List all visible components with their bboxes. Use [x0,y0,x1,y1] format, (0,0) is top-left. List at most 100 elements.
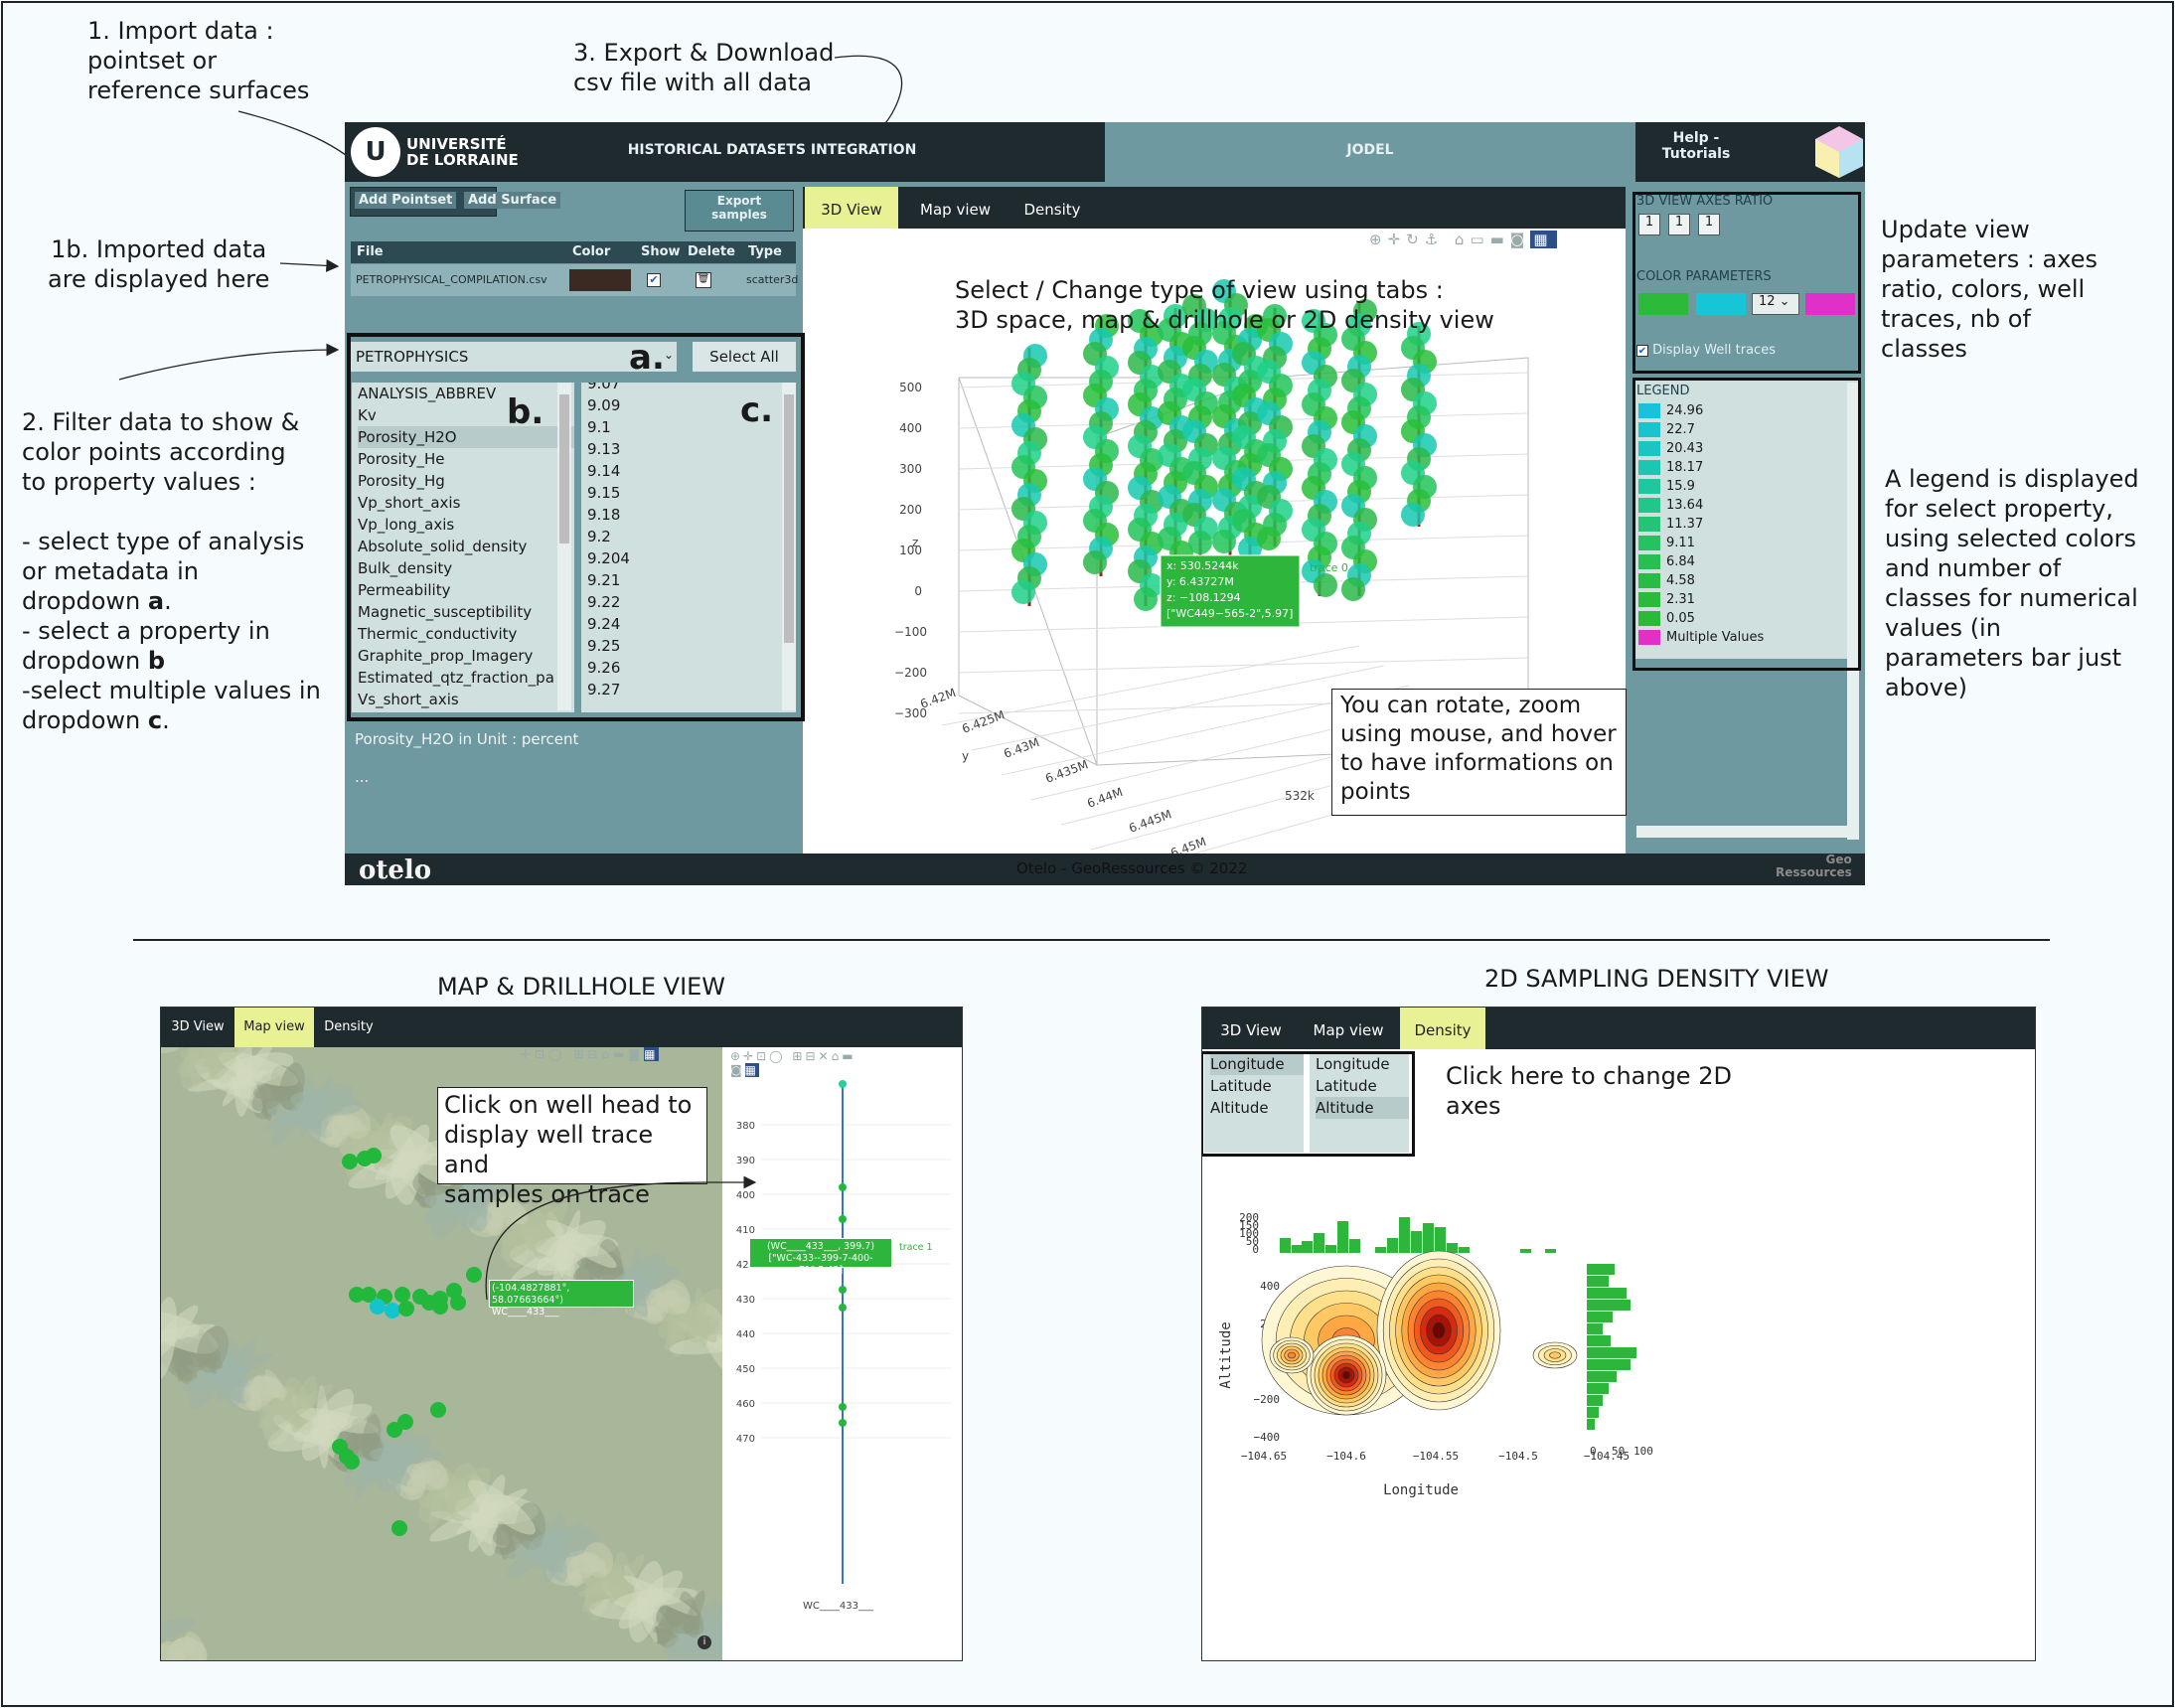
add-surface-button[interactable]: Add Surface [464,192,561,209]
list-c-item[interactable]: 9.09 [587,396,621,414]
legend-value: 0.05 [1666,611,1695,626]
list-c-item[interactable]: 9.26 [587,659,621,677]
density-tab-3d-view[interactable]: 3D View [1220,1021,1282,1039]
legend-item: 24.96 [1634,401,1858,420]
well-traces-toggle[interactable]: ✔ Display Well traces [1636,343,1776,358]
add-pointset-button[interactable]: Add Pointset [355,192,457,209]
list-b-item[interactable]: Bulk_density [358,559,453,577]
list-b-item[interactable]: ANALYSIS_ABBREV [358,385,497,402]
classes-select[interactable]: 12 ⌄ [1752,293,1799,315]
show-checkbox[interactable]: ✔ [647,273,661,287]
x-tick: −104.55 [1413,1450,1459,1463]
right-scrollbar[interactable] [1847,383,1859,840]
list-b-item[interactable]: Graphite_prop_Imagery [358,647,534,665]
list-c-item[interactable]: 9.2 [587,528,611,545]
list-c-item[interactable]: 9.25 [587,637,621,655]
select-all-button[interactable]: Select All [693,342,796,372]
list-c-item[interactable]: 9.13 [587,440,621,458]
well-head [394,1287,410,1303]
legend-swatch [1638,630,1660,645]
list-c-item[interactable]: 9.21 [587,571,621,589]
plotly-modebar-icons[interactable]: ⊕✛↻⚓ ⌂▭▬◙ ▦ [1369,231,1557,248]
axes-ratio-z-input[interactable]: 1 [1698,214,1720,235]
density-x-axis-select[interactable]: Longitude Latitude Altitude [1204,1053,1304,1153]
legend-value: 2.31 [1666,592,1695,607]
list-b-item[interactable]: Porosity_He [358,450,445,468]
density-y-option-altitude[interactable]: Altitude [1316,1097,1409,1119]
list-b-item[interactable]: Kv [358,406,377,424]
list-c-item[interactable]: 9.18 [587,506,621,524]
list-b-scrollbar[interactable] [557,383,571,710]
color-multi-swatch[interactable] [1805,293,1855,315]
well-head [450,1295,466,1311]
map-tab-3d-view[interactable]: 3D View [171,1019,225,1034]
top-hist-bar [1325,1245,1336,1253]
density-x-option-longitude[interactable]: Longitude [1210,1053,1304,1075]
color-low-swatch[interactable] [1638,293,1688,315]
density-x-option-latitude[interactable]: Latitude [1210,1077,1272,1095]
axes-ratio-x-input[interactable]: 1 [1638,214,1660,235]
map-tab-density[interactable]: Density [324,1019,374,1034]
jodel-tab[interactable]: JODEL [1105,122,1635,182]
export-samples-button[interactable]: Export samples [685,190,794,232]
drill-modebar-icons[interactable]: ⊕✛⊡◯ ⊞⊟✕⌂▬ ◙▦ [730,1049,856,1077]
list-b-item[interactable]: Thermic_conductivity [358,625,518,643]
file-color-swatch[interactable] [569,269,631,291]
list-c-item[interactable]: 9.204 [587,549,630,567]
tab-density[interactable]: Density [1023,201,1081,219]
list-b[interactable]: ANALYSIS_ABBREV Kv Porosity_H2O Porosity_He… [352,383,574,712]
info-icon[interactable]: i [698,1635,711,1649]
terrain-shade [161,1311,219,1354]
list-b-item[interactable]: Vp_long_axis [358,516,455,534]
tab-3d-view[interactable]: 3D View [805,187,898,229]
terrain-shade [684,1590,705,1635]
y-tick: 6.445M [1127,807,1173,835]
density-plot[interactable]: 2001501005004002000−200−400−104.65−104.6… [1202,1157,2036,1661]
list-c-item[interactable]: 9.27 [587,681,621,699]
right-h-scrollbar[interactable] [1636,826,1847,838]
list-c-item[interactable]: 9.07 [587,383,621,392]
list-b-item[interactable]: Absolute_solid_density [358,538,528,555]
map-view-panel[interactable]: 3D View Map view Density ✛⊡◯ ⊞⊟⌂▬◙▦ (-10… [160,1007,963,1661]
map-tab-map-view[interactable]: Map view [234,1008,314,1047]
otelo-logo: otelo [359,855,432,885]
sample-point [839,1286,847,1294]
list-b-item[interactable]: Estimated_qtz_fraction_pa [358,669,554,687]
terrain-map[interactable] [161,1047,722,1661]
density-tab-map-view[interactable]: Map view [1313,1021,1384,1039]
density-y-option-latitude[interactable]: Latitude [1316,1077,1377,1095]
help-tutorials-link[interactable]: Help - Tutorials [1661,130,1731,162]
list-b-item[interactable]: Porosity_Hg [358,472,445,490]
list-c-item[interactable]: 9.1 [587,418,611,436]
list-b-item[interactable]: Porosity_H2O [358,426,574,448]
density-view-panel[interactable]: 3D View Map view Density Longitude Latit… [1201,1007,2036,1661]
list-c-item[interactable]: 9.15 [587,484,621,502]
drillhole-plot[interactable]: 380 390 400 410 420 430 440 450 460 470 [722,1047,963,1661]
hover-box [1160,554,1301,628]
list-b-item[interactable]: Magnetic_susceptibility [358,603,533,621]
list-c-scrollbar[interactable] [782,383,796,710]
dropdown-a[interactable]: PETROPHYSICS a. ⌄ [350,341,677,375]
list-b-item[interactable]: Vs_short_axis [358,691,459,708]
density-x-option-altitude[interactable]: Altitude [1210,1099,1269,1117]
list-c[interactable]: 9.07 9.09 9.1 9.13 9.14 9.15 9.18 9.2 9.204 9.21 9… [581,383,796,712]
x-tick: −104.5 [1498,1450,1538,1463]
top-hist-bar [1459,1247,1470,1253]
delete-icon[interactable]: 🗑 [696,272,711,288]
list-c-item[interactable]: 9.14 [587,462,621,480]
map-modebar-icons[interactable]: ✛⊡◯ ⊞⊟⌂▬◙▦ [521,1047,660,1061]
well-traces-checkbox[interactable]: ✔ [1636,345,1648,357]
list-c-item[interactable]: 9.24 [587,615,621,633]
plot-3d[interactable]: ⊕✛↻⚓ ⌂▭▬◙ ▦ 500 400 300 200 100 0 −100 −200 −300 z… [803,229,1627,870]
list-b-item[interactable]: Vp_short_axis [358,494,461,512]
density-y-axis-select[interactable]: Longitude Latitude Altitude [1310,1053,1409,1153]
legend-item: 2.31 [1634,590,1858,609]
axes-ratio-y-input[interactable]: 1 [1668,214,1690,235]
density-tab-density[interactable]: Density [1400,1008,1485,1049]
color-high-swatch[interactable] [1696,293,1746,315]
list-b-item[interactable]: Permeability [358,581,451,599]
list-c-item[interactable]: 9.22 [587,593,621,611]
tab-map-view[interactable]: Map view [920,201,991,219]
top-hist-bar [1292,1245,1303,1253]
density-y-option-longitude[interactable]: Longitude [1316,1055,1390,1073]
